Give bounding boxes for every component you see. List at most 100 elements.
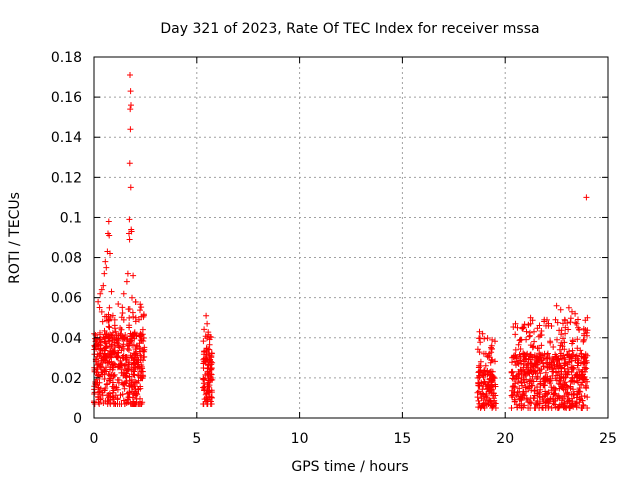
data-point (525, 368, 532, 375)
data-point (564, 365, 571, 372)
y-tick-label: 0.12 (51, 170, 82, 186)
data-point (531, 352, 538, 359)
data-point (529, 373, 536, 380)
data-point (132, 299, 139, 305)
data-point (485, 352, 492, 359)
data-point (124, 270, 131, 277)
data-point (106, 304, 113, 311)
data-point (510, 372, 517, 379)
data-point (584, 314, 591, 321)
data-point (208, 358, 214, 365)
data-point (558, 355, 565, 362)
data-point (206, 382, 213, 389)
data-point (109, 312, 116, 319)
data-point (537, 332, 544, 339)
data-point (491, 375, 498, 382)
data-point (96, 388, 103, 395)
data-point (130, 272, 137, 279)
data-point (572, 319, 579, 326)
data-point (127, 126, 134, 133)
data-point (518, 360, 525, 367)
data-point (102, 353, 109, 360)
data-point (580, 354, 587, 361)
data-point (118, 361, 125, 368)
data-point (208, 353, 215, 359)
data-point (122, 379, 129, 386)
data-point (511, 389, 518, 395)
data-point (103, 264, 110, 271)
x-tick-label: 5 (192, 431, 201, 447)
axis-ticks (93, 56, 609, 419)
data-point (138, 368, 145, 375)
data-point (518, 367, 525, 374)
data-point (477, 404, 484, 411)
data-point (475, 397, 482, 404)
data-point (480, 372, 487, 379)
data-point (527, 377, 534, 384)
data-point (574, 336, 581, 343)
data-point (105, 392, 112, 398)
data-point (208, 376, 214, 383)
data-point (570, 364, 577, 371)
data-point (540, 382, 547, 389)
x-tick-label: 10 (291, 431, 309, 447)
data-point (126, 347, 132, 354)
data-point (584, 327, 591, 334)
data-point (127, 106, 134, 113)
data-point (527, 320, 534, 327)
data-point (103, 364, 109, 371)
data-point (200, 376, 207, 383)
data-point (534, 345, 541, 352)
data-point (531, 328, 537, 335)
data-point (568, 391, 575, 397)
data-point (533, 375, 540, 382)
data-point (137, 330, 144, 337)
data-point (136, 316, 142, 323)
data-point (580, 403, 587, 409)
x-axis-label: GPS time / hours (291, 459, 408, 475)
data-point (576, 388, 583, 395)
data-point (203, 390, 210, 397)
data-point (570, 386, 577, 393)
data-point (104, 380, 111, 387)
data-point (106, 324, 113, 331)
data-point (509, 375, 516, 382)
data-point (483, 392, 490, 399)
data-point (105, 317, 112, 324)
data-point (520, 388, 527, 395)
data-point (584, 405, 591, 411)
data-point (531, 395, 538, 402)
data-point (583, 365, 590, 372)
data-point (521, 321, 528, 328)
data-point (204, 370, 211, 377)
data-point (561, 399, 568, 406)
data-point (200, 384, 207, 391)
data-point (126, 236, 133, 243)
data-point (131, 359, 138, 366)
data-point (123, 357, 130, 363)
data-point (118, 369, 125, 376)
data-point (109, 334, 115, 340)
data-point (475, 364, 482, 371)
data-point (569, 378, 576, 385)
data-point (108, 288, 115, 295)
data-point (520, 324, 527, 331)
data-point (562, 317, 569, 324)
data-point (138, 313, 145, 320)
data-point (569, 401, 576, 408)
data-point (584, 332, 590, 339)
data-point (562, 370, 569, 377)
data-point (573, 320, 580, 327)
data-point (129, 388, 135, 395)
data-point (481, 367, 488, 374)
data-point (584, 352, 591, 359)
data-point (562, 330, 569, 337)
data-point (116, 344, 123, 351)
data-point (102, 385, 109, 392)
data-point (545, 389, 552, 396)
data-point (97, 361, 103, 368)
data-point (128, 228, 135, 235)
data-point (573, 371, 580, 378)
data-point (484, 335, 491, 342)
